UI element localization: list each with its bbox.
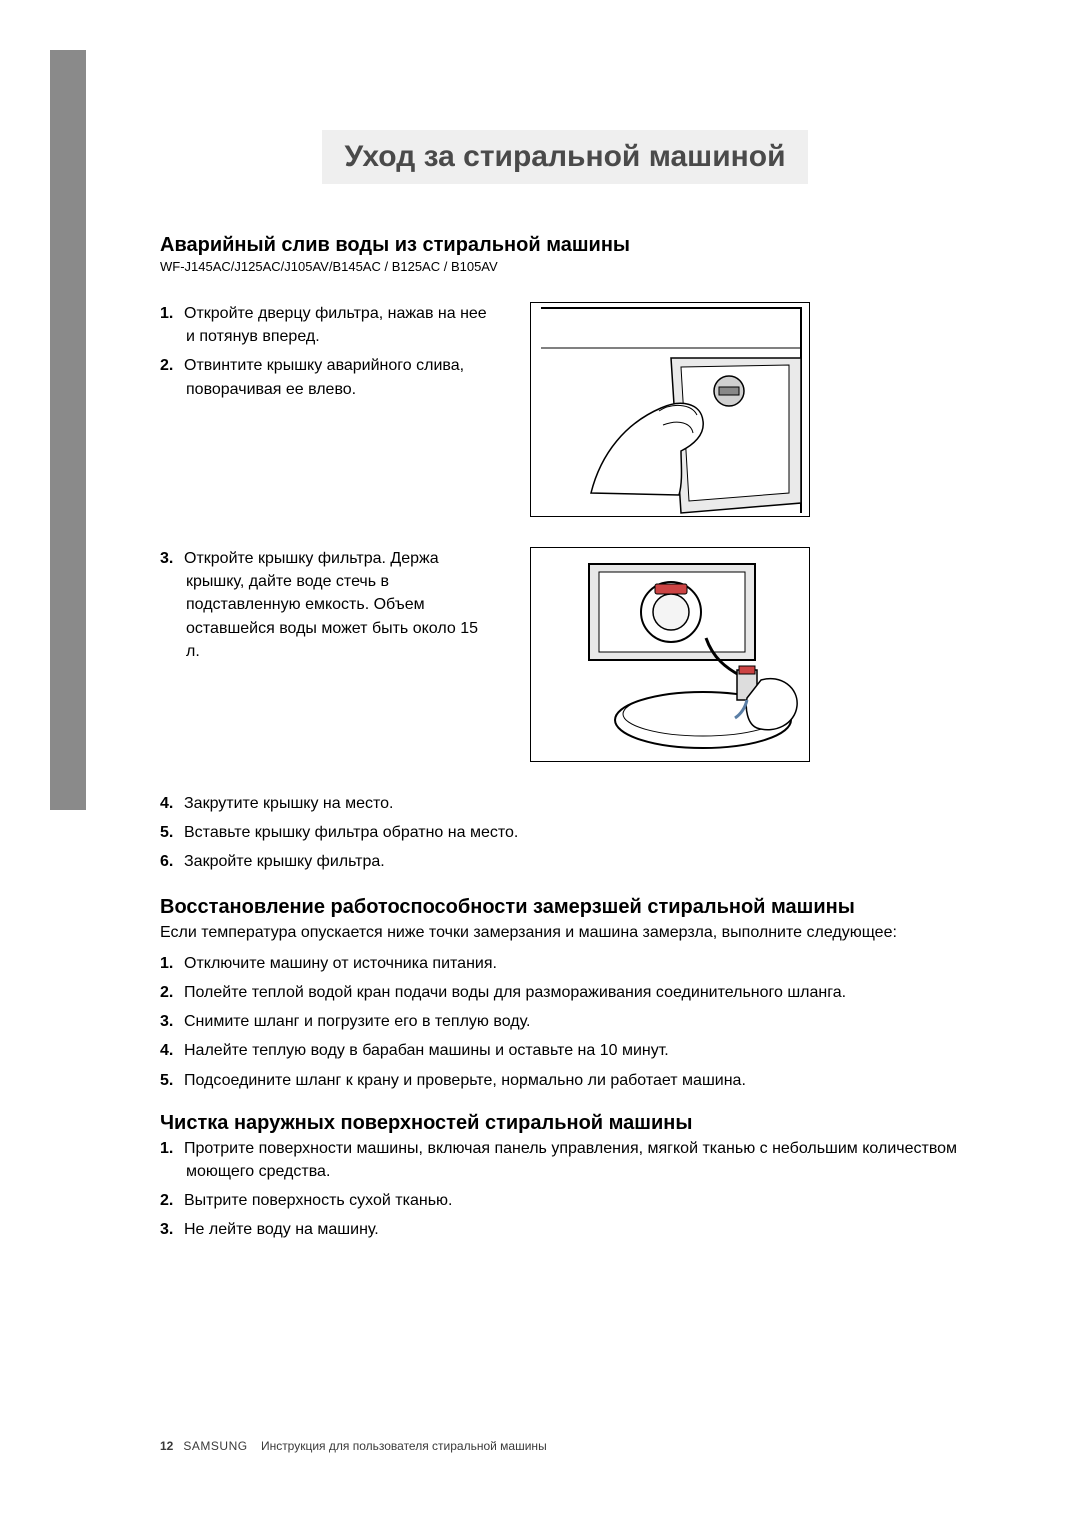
step-text: Протрите поверхности машины, включая пан… [184, 1140, 957, 1180]
section-heading: Аварийный слив воды из стиральной машины [160, 234, 970, 257]
steps-list: 4.Закрутите крышку на место.5.Вставьте к… [160, 792, 970, 874]
step-text: Снимите шланг и погрузите его в теплую в… [184, 1013, 530, 1030]
step-item: 1.Откройте дверцу фильтра, нажав на нее … [186, 302, 490, 348]
step-number: 3. [160, 1218, 184, 1241]
step-item: 2.Вытрите поверхность сухой тканью. [186, 1189, 970, 1212]
step-item: 4.Налейте теплую воду в барабан машины и… [186, 1039, 970, 1062]
step-number: 3. [160, 547, 184, 570]
step-number: 2. [160, 354, 184, 377]
step-item: 2.Отвинтите крышку аварийного слива, пов… [186, 354, 490, 400]
step-number: 2. [160, 981, 184, 1004]
step-number: 1. [160, 302, 184, 325]
step-text: Откройте крышку фильтра. Держа крышку, д… [184, 550, 478, 660]
steps-list: 3.Откройте крышку фильтра. Держа крышку,… [160, 547, 490, 663]
footer-brand: SAMSUNG [183, 1439, 247, 1453]
step-text: Откройте дверцу фильтра, нажав на нее и … [184, 305, 487, 345]
step-number: 4. [160, 792, 184, 815]
step-text: Не лейте воду на машину. [184, 1221, 379, 1238]
step-text: Вытрите поверхность сухой тканью. [184, 1192, 452, 1209]
page-title-wrap: Уход за стиральной машиной [160, 130, 970, 184]
step-text: Полейте теплой водой кран подачи воды дл… [184, 984, 846, 1001]
step-text: Закрутите крышку на место. [184, 795, 393, 812]
footer-text: Инструкция для пользователя стиральной м… [261, 1439, 547, 1453]
step-number: 2. [160, 1189, 184, 1212]
step-number: 3. [160, 1010, 184, 1033]
steps-list: 1.Протрите поверхности машины, включая п… [160, 1137, 970, 1242]
step-text: Налейте теплую воду в барабан машины и о… [184, 1042, 669, 1059]
page-title: Уход за стиральной машиной [322, 130, 807, 184]
section-exterior-cleaning: Чистка наружных поверхностей стиральной … [160, 1112, 970, 1242]
step-text: Вставьте крышку фильтра обратно на место… [184, 824, 518, 841]
step-item: 1.Протрите поверхности машины, включая п… [186, 1137, 970, 1183]
step-text: Отвинтите крышку аварийного слива, повор… [184, 357, 464, 397]
section-heading: Чистка наружных поверхностей стиральной … [160, 1112, 970, 1135]
step-number: 1. [160, 952, 184, 975]
step-item: 1.Отключите машину от источника питания. [186, 952, 970, 975]
content-area: Уход за стиральной машиной Аварийный сли… [160, 50, 970, 1241]
figure-2 [530, 547, 810, 762]
figure-col [530, 302, 810, 517]
step-number: 5. [160, 821, 184, 844]
step-item: 5.Вставьте крышку фильтра обратно на мес… [186, 821, 970, 844]
steps-list: 1.Откройте дверцу фильтра, нажав на нее … [160, 302, 490, 401]
intro-text: Если температура опускается ниже точки з… [160, 921, 970, 944]
section-emergency-drain: Аварийный слив воды из стиральной машины… [160, 234, 970, 874]
step-text: Подсоедините шланг к крану и проверьте, … [184, 1072, 746, 1089]
sidebar-accent [50, 50, 86, 810]
step-text: Отключите машину от источника питания. [184, 955, 497, 972]
section-frozen-machine: Восстановление работоспособности замерзш… [160, 896, 970, 1092]
page-footer: 12 SAMSUNG Инструкция для пользователя с… [160, 1439, 547, 1453]
step-item: 3.Снимите шланг и погрузите его в теплую… [186, 1010, 970, 1033]
model-line: WF-J145AC/J125AC/J105AV/B145AC / B125AC … [160, 259, 970, 274]
step-number: 5. [160, 1069, 184, 1092]
step-item: 4.Закрутите крышку на место. [186, 792, 970, 815]
step-number: 1. [160, 1137, 184, 1160]
steps-col: 3.Откройте крышку фильтра. Держа крышку,… [160, 547, 490, 669]
step-number: 4. [160, 1039, 184, 1062]
step-item: 6.Закройте крышку фильтра. [186, 850, 970, 873]
step-text: Закройте крышку фильтра. [184, 853, 385, 870]
step-number: 6. [160, 850, 184, 873]
step-item: 2.Полейте теплой водой кран подачи воды … [186, 981, 970, 1004]
page-number: 12 [160, 1439, 173, 1453]
row-steps-1-2: 1.Откройте дверцу фильтра, нажав на нее … [160, 302, 970, 517]
figure-1 [530, 302, 810, 517]
step-item: 3.Откройте крышку фильтра. Держа крышку,… [186, 547, 490, 663]
step-item: 5.Подсоедините шланг к крану и проверьте… [186, 1069, 970, 1092]
section-heading: Восстановление работоспособности замерзш… [160, 896, 970, 919]
row-step-3: 3.Откройте крышку фильтра. Держа крышку,… [160, 547, 970, 762]
step-item: 3.Не лейте воду на машину. [186, 1218, 970, 1241]
steps-list: 1.Отключите машину от источника питания.… [160, 952, 970, 1092]
steps-col: 1.Откройте дверцу фильтра, нажав на нее … [160, 302, 490, 407]
figure-col [530, 547, 810, 762]
